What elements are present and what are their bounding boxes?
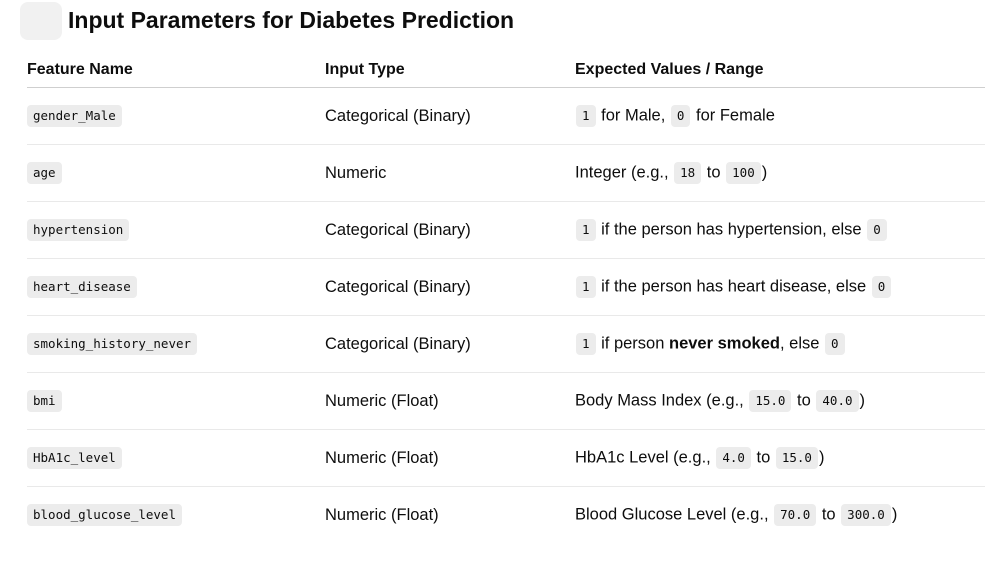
value-code: 1 bbox=[576, 333, 596, 355]
value-code: 0 bbox=[871, 276, 892, 298]
value-code: 70.0 bbox=[774, 504, 817, 526]
feature-cell: blood_glucose_level bbox=[27, 487, 325, 544]
feature-cell: bmi bbox=[27, 372, 325, 430]
value-text: Blood Glucose Level (e.g., bbox=[575, 505, 774, 524]
value-text: , else bbox=[779, 334, 825, 353]
feature-cell: gender_Male bbox=[27, 87, 325, 145]
type-cell: Categorical (Binary) bbox=[325, 87, 575, 145]
value-text: Integer (e.g., bbox=[575, 163, 674, 182]
value-text: if person bbox=[596, 334, 669, 353]
values-cell: Blood Glucose Level (e.g., 70.0 to 300.0… bbox=[575, 487, 985, 544]
value-text: to bbox=[817, 505, 841, 524]
header-expected-values: Expected Values / Range bbox=[575, 52, 985, 88]
value-code: 15.0 bbox=[749, 390, 792, 412]
table-row: hypertension Categorical (Binary) 1 if t… bbox=[27, 201, 985, 259]
values-cell: 1 for Male, 0 for Female bbox=[575, 87, 985, 145]
value-text: if the person has hypertension, else bbox=[596, 220, 867, 239]
parameters-table: Feature Name Input Type Expected Values … bbox=[27, 52, 985, 543]
table-row: bmi Numeric (Float) Body Mass Index (e.g… bbox=[27, 372, 985, 430]
table-header-row: Feature Name Input Type Expected Values … bbox=[27, 52, 985, 88]
values-cell: HbA1c Level (e.g., 4.0 to 15.0) bbox=[575, 429, 985, 487]
feature-cell: smoking_history_never bbox=[27, 315, 325, 373]
table-row: age Numeric Integer (e.g., 18 to 100) bbox=[27, 144, 985, 202]
value-code: 0 bbox=[670, 105, 691, 127]
type-cell: Categorical (Binary) bbox=[325, 201, 575, 259]
feature-cell: age bbox=[27, 144, 325, 202]
values-cell: 1 if person never smoked, else 0 bbox=[575, 315, 985, 373]
value-text: to bbox=[792, 391, 816, 410]
type-cell: Categorical (Binary) bbox=[325, 258, 575, 316]
value-text: ) bbox=[859, 391, 866, 410]
type-cell: Numeric (Float) bbox=[325, 505, 439, 524]
table-row: smoking_history_never Categorical (Binar… bbox=[27, 315, 985, 373]
feature-code: age bbox=[27, 162, 62, 184]
value-code: 100 bbox=[726, 162, 761, 184]
feature-code: HbA1c_level bbox=[27, 447, 122, 469]
value-emphasis: never smoked bbox=[669, 334, 780, 353]
feature-code: smoking_history_never bbox=[27, 333, 198, 355]
type-cell: Numeric (Float) bbox=[325, 372, 575, 430]
header-feature-name: Feature Name bbox=[27, 52, 325, 88]
value-code: 1 bbox=[576, 219, 596, 241]
feature-code: hypertension bbox=[27, 219, 130, 241]
value-text: to bbox=[702, 163, 726, 182]
value-code: 40.0 bbox=[816, 390, 859, 412]
values-cell: 1 if the person has heart disease, else … bbox=[575, 258, 985, 316]
value-text: Body Mass Index (e.g., bbox=[575, 391, 749, 410]
type-cell: Numeric bbox=[325, 144, 575, 202]
feature-cell: heart_disease bbox=[27, 258, 325, 316]
values-cell: Integer (e.g., 18 to 100) bbox=[575, 144, 985, 202]
value-text: for Male, bbox=[596, 106, 670, 125]
value-code: 4.0 bbox=[716, 447, 751, 469]
value-text: to bbox=[751, 448, 775, 467]
value-code: 18 bbox=[674, 162, 702, 184]
feature-code: gender_Male bbox=[27, 105, 122, 127]
value-code: 0 bbox=[825, 333, 845, 355]
page-title: Input Parameters for Diabetes Prediction bbox=[68, 7, 515, 33]
value-code: 1 bbox=[576, 276, 596, 298]
value-code: 15.0 bbox=[775, 447, 818, 469]
value-code: 0 bbox=[867, 219, 887, 241]
value-code: 1 bbox=[576, 105, 596, 127]
value-text: HbA1c Level (e.g., bbox=[575, 448, 716, 467]
type-cell: Categorical (Binary) bbox=[325, 315, 575, 373]
value-text: if the person has heart disease, else bbox=[596, 277, 871, 296]
table-row: HbA1c_level Numeric (Float) HbA1c Level … bbox=[27, 429, 985, 487]
value-text: ) bbox=[818, 448, 825, 467]
table-row: heart_disease Categorical (Binary) 1 if … bbox=[27, 258, 985, 316]
value-text: ) bbox=[891, 505, 898, 524]
feature-code: blood_glucose_level bbox=[27, 504, 182, 526]
feature-cell: HbA1c_level bbox=[27, 429, 325, 487]
table-row: blood_glucose_level Numeric (Float) Bloo… bbox=[27, 487, 985, 544]
value-code: 300.0 bbox=[841, 504, 891, 526]
values-cell: 1 if the person has hypertension, else 0 bbox=[575, 201, 985, 259]
feature-code: bmi bbox=[27, 390, 62, 412]
table-row: gender_Male Categorical (Binary) 1 for M… bbox=[27, 87, 985, 145]
feature-code: heart_disease bbox=[27, 276, 137, 298]
feature-cell: hypertension bbox=[27, 201, 325, 259]
heading-icon bbox=[20, 2, 62, 40]
value-text: ) bbox=[761, 163, 768, 182]
header-input-type: Input Type bbox=[325, 52, 575, 88]
values-cell: Body Mass Index (e.g., 15.0 to 40.0) bbox=[575, 372, 985, 430]
value-text: for Female bbox=[691, 106, 775, 125]
type-cell: Numeric (Float) bbox=[325, 429, 575, 487]
